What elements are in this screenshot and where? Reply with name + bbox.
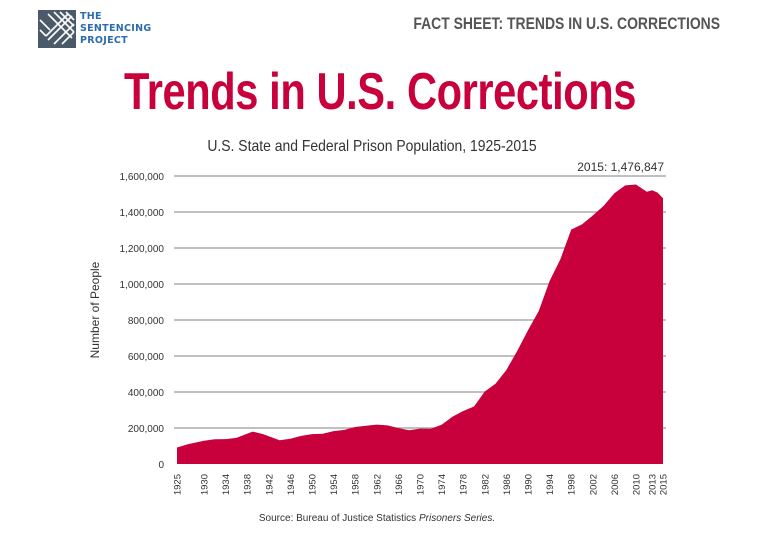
x-tick-label: 1954: [329, 474, 340, 495]
source-series: Prisoners Series.: [419, 513, 495, 524]
chart-title: U.S. State and Federal Prison Population…: [207, 138, 536, 155]
sentencing-project-logo-icon: [38, 10, 76, 48]
y-tick-label: 200,000: [128, 424, 165, 435]
x-tick-label: 1962: [372, 474, 383, 495]
y-tick-labels: 0 200,000 400,000 600,000 800,000 1,000,000 1,…: [120, 172, 165, 471]
x-tick-label: 2013: [648, 474, 659, 495]
logo-text: THE SENTENCING PROJECT: [80, 11, 151, 47]
y-axis-label: Number of People: [88, 261, 102, 358]
source-note: Source: Bureau of Justice Statistics Pri…: [259, 513, 495, 524]
y-tick-label: 1,000,000: [120, 280, 165, 291]
logo-line-3: PROJECT: [80, 35, 128, 46]
x-tick-label: 2002: [588, 474, 599, 495]
x-tick-label: 1925: [173, 474, 184, 495]
logo-line-1: THE: [80, 11, 102, 22]
fact-sheet-label: FACT SHEET: TRENDS IN U.S. CORRECTIONS: [413, 14, 720, 33]
x-tick-label: 1930: [200, 474, 211, 495]
x-tick-label: 1938: [243, 474, 254, 495]
x-tick-label: 1966: [394, 474, 405, 495]
x-tick-label: 2006: [610, 474, 621, 495]
x-tick-label: 1974: [437, 474, 448, 495]
y-tick-label: 600,000: [128, 352, 165, 363]
source-text: Source: Bureau of Justice Statistics: [259, 513, 419, 524]
x-tick-label: 1958: [351, 474, 362, 495]
y-tick-label: 0: [158, 460, 164, 471]
x-tick-label: 1950: [308, 474, 319, 495]
x-tick-label: 1994: [545, 474, 556, 495]
population-area: [177, 184, 663, 464]
y-tick-label: 1,600,000: [120, 172, 165, 183]
x-tick-label: 1970: [416, 474, 427, 495]
x-tick-label: 1998: [567, 474, 578, 495]
x-tick-labels: 1925 1930 1934 1938 1942 1946 1950 1954 1958 1962…: [173, 474, 670, 495]
y-tick-label: 400,000: [128, 388, 165, 399]
x-tick-label: 1978: [459, 474, 470, 495]
x-tick-label: 1946: [286, 474, 297, 495]
x-tick-label: 1990: [524, 474, 535, 495]
page-title-text: Trends in U.S. Corrections: [123, 63, 637, 121]
y-tick-label: 800,000: [128, 316, 165, 327]
x-tick-label: 1982: [480, 474, 491, 495]
page-title: Trends in U.S. Corrections: [0, 62, 760, 122]
x-tick-label: 2010: [632, 474, 643, 495]
y-tick-label: 1,200,000: [120, 244, 165, 255]
y-tick-label: 1,400,000: [120, 208, 165, 219]
x-tick-label: 1934: [221, 474, 232, 495]
annotation-2015: 2015: 1,476,847: [577, 160, 664, 174]
x-tick-label: 2015: [659, 474, 670, 495]
x-tick-label: 1942: [264, 474, 275, 495]
logo-line-2: SENTENCING: [80, 23, 152, 34]
x-tick-label: 1986: [502, 474, 513, 495]
